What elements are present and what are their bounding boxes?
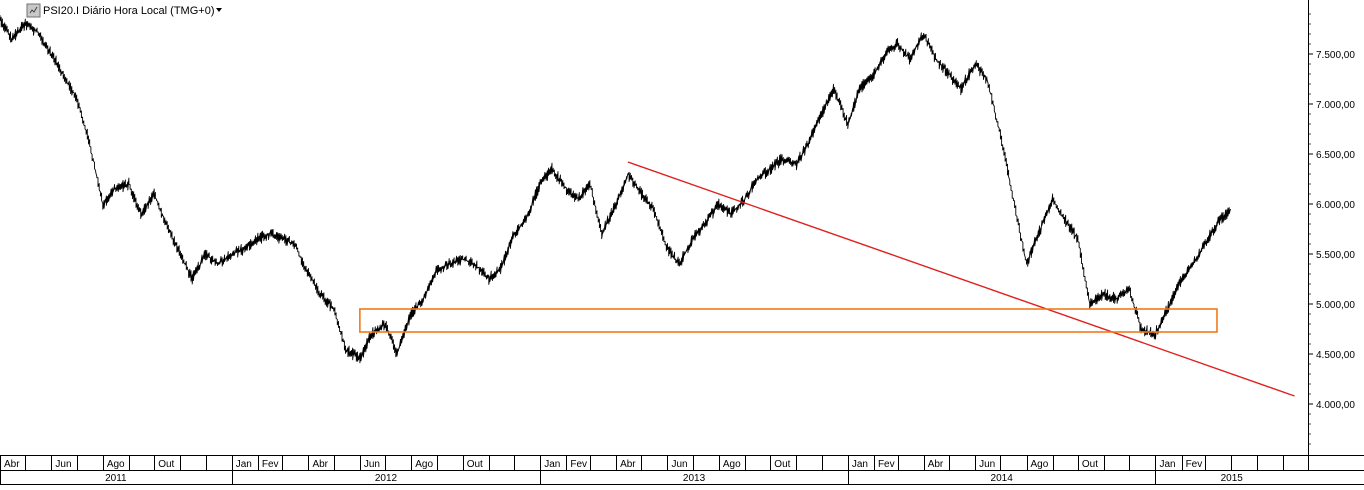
month-label: Fev bbox=[570, 459, 587, 470]
month-label: Ago bbox=[723, 459, 741, 470]
plot-area[interactable] bbox=[0, 15, 1231, 364]
y-tick-label: 7.000,00 bbox=[1316, 100, 1355, 111]
year-label: 2012 bbox=[375, 473, 398, 484]
chart-header[interactable]: PSI20.I Diário Hora Local (TMG+0) bbox=[26, 3, 222, 18]
month-label: Jan bbox=[1159, 459, 1175, 470]
month-label: Ago bbox=[415, 459, 433, 470]
y-axis: 4.000,00 4.500,00 5.000,00 5.500,00 6.000,00… bbox=[0, 0, 1364, 456]
year-label: 2014 bbox=[991, 473, 1014, 484]
price-series-line[interactable] bbox=[0, 15, 1231, 364]
month-label: Abr bbox=[312, 459, 328, 470]
month-label: Abr bbox=[620, 459, 636, 470]
month-label: Out bbox=[158, 459, 174, 470]
y-tick-label: 7.500,00 bbox=[1316, 50, 1355, 61]
month-label: Ago bbox=[1031, 459, 1049, 470]
month-label: Jan bbox=[852, 459, 868, 470]
chart-annotations[interactable] bbox=[359, 161, 1295, 397]
y-tick-label: 6.000,00 bbox=[1316, 200, 1355, 211]
month-label: Out bbox=[467, 459, 483, 470]
month-label: Out bbox=[1082, 459, 1098, 470]
trendline[interactable] bbox=[627, 161, 1295, 397]
y-tick-label: 6.500,00 bbox=[1316, 150, 1355, 161]
dropdown-arrow-icon[interactable] bbox=[216, 8, 222, 12]
support-zone-rectangle[interactable] bbox=[359, 308, 1218, 333]
chart-symbol-icon[interactable] bbox=[26, 3, 41, 18]
month-label: Jan bbox=[544, 459, 560, 470]
month-label: Abr bbox=[928, 459, 944, 470]
year-label: 2011 bbox=[105, 473, 127, 484]
month-label: Ago bbox=[107, 459, 125, 470]
month-label: Fev bbox=[262, 459, 279, 470]
month-label: Out bbox=[774, 459, 790, 470]
y-tick-label: 4.000,00 bbox=[1316, 400, 1355, 411]
month-label: Jun bbox=[979, 459, 995, 470]
y-tick-label: 4.500,00 bbox=[1316, 350, 1355, 361]
month-label: Jun bbox=[364, 459, 380, 470]
year-label: 2015 bbox=[1221, 473, 1244, 484]
chart-title[interactable]: PSI20.I Diário Hora Local (TMG+0) bbox=[43, 5, 214, 17]
month-label: Jun bbox=[671, 459, 687, 470]
month-label: Jan bbox=[236, 459, 252, 470]
month-label: Fev bbox=[1186, 459, 1203, 470]
y-tick-label: 5.500,00 bbox=[1316, 250, 1355, 261]
month-label: Jun bbox=[55, 459, 71, 470]
chart-symbol-glyph-icon bbox=[29, 6, 38, 14]
month-label: Abr bbox=[4, 459, 20, 470]
month-label: Fev bbox=[878, 459, 895, 470]
y-tick-label: 5.000,00 bbox=[1316, 300, 1355, 311]
year-label: 2013 bbox=[683, 473, 706, 484]
